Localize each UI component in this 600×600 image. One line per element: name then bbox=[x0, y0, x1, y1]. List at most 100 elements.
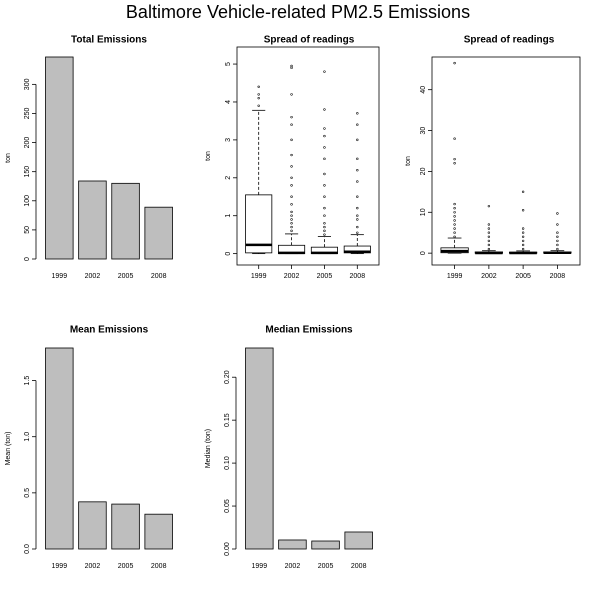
x-tick-label: 2008 bbox=[550, 273, 566, 280]
panel-title: Total Emissions bbox=[71, 35, 147, 46]
y-tick-label: 40 bbox=[420, 86, 427, 94]
outlier bbox=[453, 137, 456, 140]
x-tick-label: 2005 bbox=[118, 563, 134, 570]
outlier bbox=[453, 162, 456, 165]
outlier bbox=[356, 225, 359, 229]
outlier bbox=[556, 223, 559, 226]
x-tick-label: 2002 bbox=[285, 563, 301, 570]
panel-title: Median Emissions bbox=[265, 325, 353, 336]
outlier bbox=[323, 108, 326, 111]
bar bbox=[144, 206, 173, 260]
x-tick-label: 2002 bbox=[85, 273, 101, 280]
outlier bbox=[356, 195, 359, 198]
box bbox=[245, 194, 273, 254]
x-tick-label: 1999 bbox=[251, 273, 267, 280]
x-tick-label: 1999 bbox=[447, 273, 463, 280]
y-tick-label: 30 bbox=[420, 127, 427, 135]
y-tick-label: 250 bbox=[24, 108, 31, 120]
y-axis-label: ton bbox=[205, 151, 212, 161]
bar bbox=[144, 513, 173, 550]
outlier bbox=[356, 157, 359, 161]
x-tick-label: 2008 bbox=[151, 273, 167, 280]
outlier bbox=[290, 210, 293, 214]
outlier bbox=[257, 96, 260, 100]
y-tick-label: 300 bbox=[24, 78, 31, 90]
outlier bbox=[323, 233, 326, 236]
outlier bbox=[453, 206, 456, 210]
outlier bbox=[323, 206, 326, 210]
outlier bbox=[356, 218, 359, 221]
outlier bbox=[323, 225, 326, 229]
outlier bbox=[290, 138, 293, 142]
x-tick-label: 2005 bbox=[118, 273, 134, 280]
y-tick-label: 5 bbox=[225, 62, 232, 66]
y-tick-label: 200 bbox=[24, 137, 31, 149]
x-tick-label: 1999 bbox=[52, 273, 68, 280]
outlier bbox=[290, 218, 293, 221]
outlier bbox=[290, 93, 293, 96]
outlier bbox=[556, 231, 559, 234]
outlier bbox=[290, 64, 293, 68]
outlier bbox=[556, 235, 559, 239]
outlier bbox=[290, 195, 293, 198]
outlier bbox=[323, 127, 326, 130]
outlier bbox=[453, 61, 456, 65]
outlier bbox=[453, 231, 456, 234]
y-tick-label: 2 bbox=[225, 176, 232, 180]
outlier bbox=[453, 219, 456, 222]
y-tick-label: 1.5 bbox=[24, 376, 31, 386]
outlier bbox=[453, 223, 456, 226]
x-tick-label: 2002 bbox=[284, 273, 300, 280]
outlier bbox=[290, 123, 293, 126]
outlier bbox=[257, 93, 260, 96]
y-tick-label: 0.15 bbox=[224, 413, 231, 427]
y-tick-label: 150 bbox=[24, 166, 31, 178]
bar bbox=[111, 503, 140, 550]
outlier bbox=[290, 153, 293, 157]
x-tick-label: 2005 bbox=[515, 273, 531, 280]
outlier bbox=[453, 215, 456, 218]
x-tick-label: 2008 bbox=[351, 563, 367, 570]
outlier bbox=[521, 231, 525, 234]
x-tick-label: 1999 bbox=[52, 563, 68, 570]
outlier bbox=[356, 112, 359, 115]
bar bbox=[344, 531, 373, 550]
x-tick-label: 2008 bbox=[350, 273, 366, 280]
y-tick-label: 1 bbox=[225, 214, 232, 218]
outlier bbox=[521, 209, 525, 212]
y-tick-label: 100 bbox=[24, 195, 31, 207]
outlier bbox=[290, 115, 293, 119]
y-axis-label: ton bbox=[405, 156, 412, 166]
y-tick-label: 3 bbox=[225, 138, 232, 142]
bar bbox=[78, 180, 107, 260]
bar bbox=[311, 540, 340, 550]
x-tick-label: 2005 bbox=[317, 273, 333, 280]
outlier bbox=[323, 157, 326, 161]
x-tick-label: 2005 bbox=[318, 563, 334, 570]
y-tick-label: 0.5 bbox=[24, 488, 31, 498]
outlier bbox=[556, 212, 559, 215]
outlier bbox=[487, 227, 491, 230]
outlier bbox=[521, 239, 525, 243]
outlier bbox=[487, 243, 491, 247]
outlier bbox=[521, 235, 525, 239]
outlier bbox=[323, 214, 326, 217]
outlier bbox=[453, 157, 456, 161]
y-tick-label: 1.0 bbox=[24, 432, 31, 442]
outlier bbox=[257, 104, 260, 107]
outlier bbox=[323, 172, 326, 176]
y-axis-label: Mean (ton) bbox=[5, 432, 12, 466]
outlier bbox=[521, 247, 525, 251]
bar bbox=[245, 347, 274, 550]
outlier bbox=[487, 223, 491, 226]
outlier bbox=[556, 239, 559, 243]
panel-title: Spread of readings bbox=[464, 35, 555, 46]
outlier bbox=[556, 247, 559, 251]
bar bbox=[111, 182, 140, 260]
x-tick-label: 2002 bbox=[85, 563, 101, 570]
outlier bbox=[356, 123, 359, 126]
panel-title: Mean Emissions bbox=[70, 325, 149, 336]
y-tick-label: 0.10 bbox=[224, 456, 231, 470]
